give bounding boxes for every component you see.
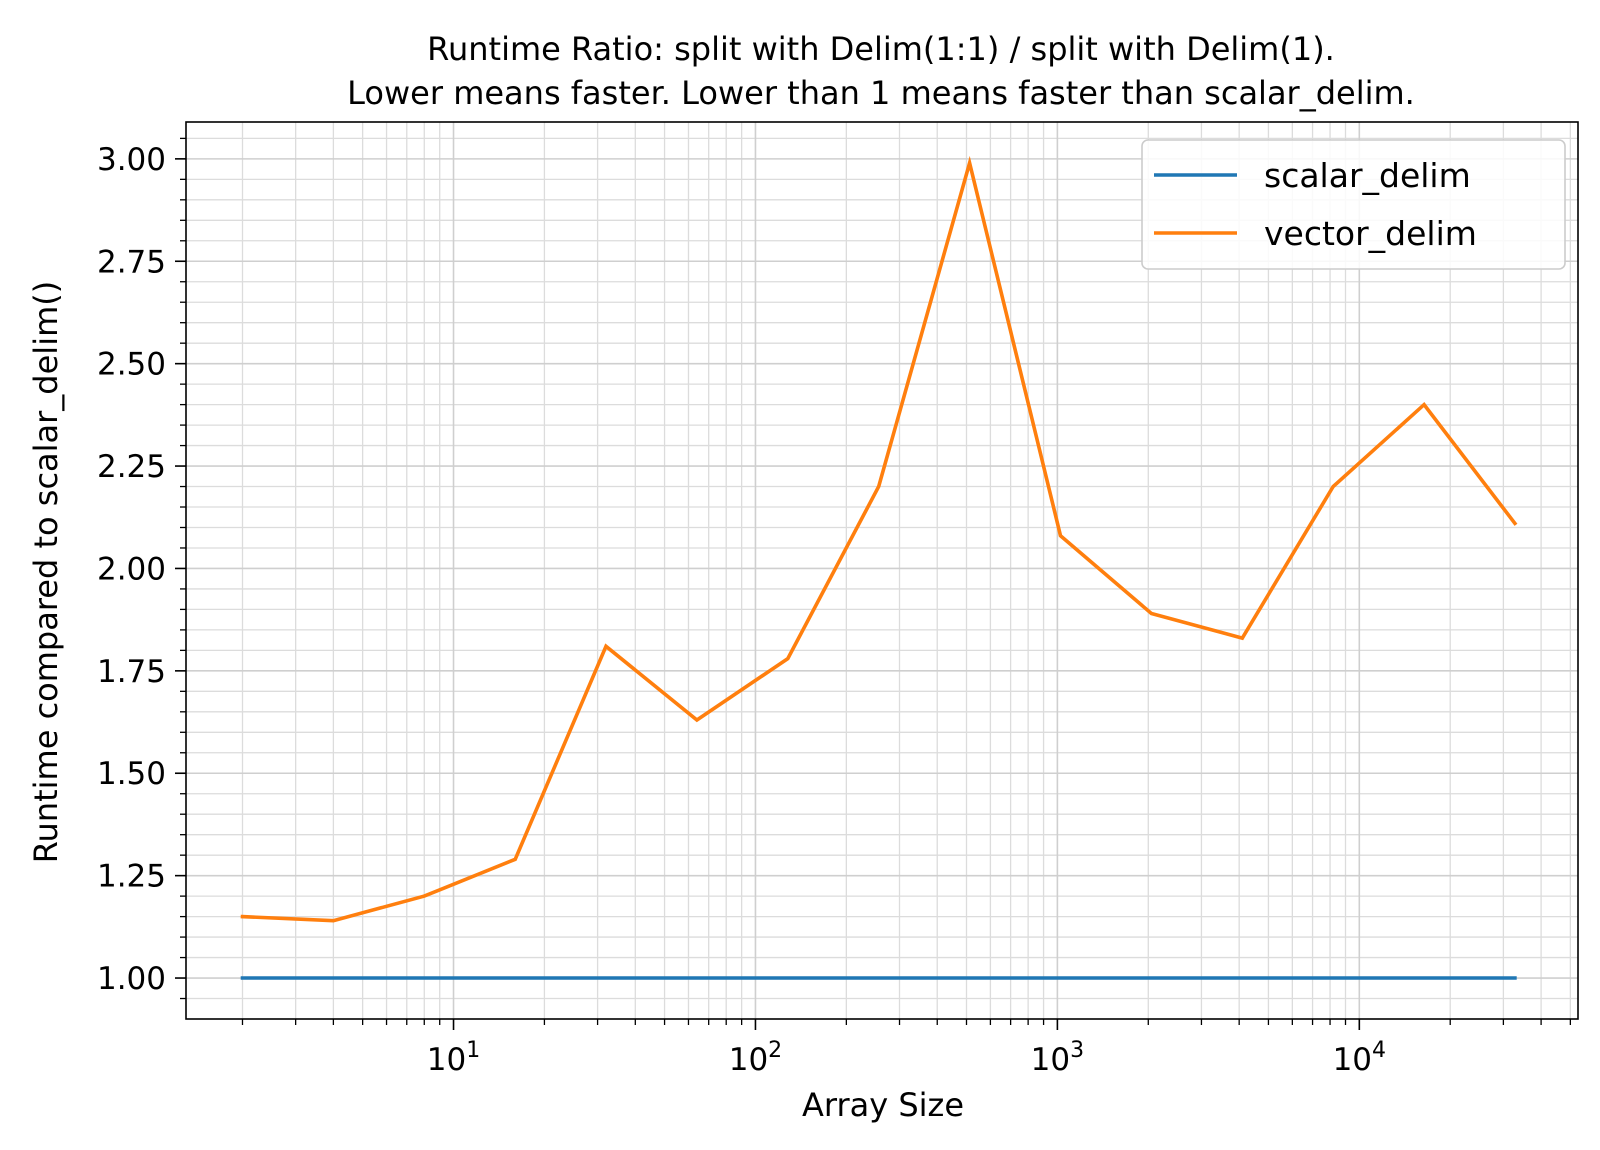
- x-tick-base: 10: [1031, 1042, 1070, 1078]
- x-tick-exponent: 3: [1070, 1038, 1084, 1063]
- x-tick-label: 104: [1333, 1038, 1386, 1078]
- x-tick-exponent: 2: [768, 1038, 782, 1063]
- y-tick-label: 3.00: [97, 142, 166, 178]
- x-tick-base: 10: [1333, 1042, 1372, 1078]
- axis-ticks: [175, 137, 1572, 1030]
- x-axis-label: Array Size: [802, 1086, 964, 1124]
- x-tick-base: 10: [427, 1042, 466, 1078]
- x-tick-label: 101: [427, 1038, 480, 1078]
- y-axis-label: Runtime compared to scalar_delim(): [27, 281, 65, 863]
- x-tick-label: 102: [729, 1038, 782, 1078]
- y-tick-label: 2.00: [97, 551, 166, 587]
- x-tick-exponent: 1: [466, 1038, 480, 1063]
- series-layer: [240, 155, 1518, 980]
- legend: scalar_delim vector_delim: [1141, 139, 1566, 270]
- tick-labels: 101 102 103 1041.001.251.501.752.002.252.50…: [97, 142, 1386, 1078]
- y-tick-label: 2.25: [97, 449, 166, 485]
- y-tick-label: 1.75: [97, 654, 166, 690]
- legend-label: scalar_delim: [1264, 156, 1471, 195]
- y-tick-label: 1.50: [97, 756, 166, 792]
- y-tick-label: 1.00: [97, 961, 166, 997]
- y-tick-label: 1.25: [97, 859, 166, 895]
- legend-box: [1141, 139, 1566, 270]
- y-tick-label: 2.75: [97, 244, 166, 280]
- x-tick-exponent: 4: [1372, 1038, 1386, 1063]
- plot-frame: [185, 121, 1579, 1020]
- legend-label: vector_delim: [1264, 214, 1477, 253]
- chart-subtitle: Lower means faster. Lower than 1 means f…: [347, 74, 1415, 112]
- x-tick-label: 103: [1031, 1038, 1084, 1078]
- minor-gridlines: [186, 122, 1578, 1019]
- series-line-vector_delim: [240, 155, 1518, 923]
- y-tick-label: 2.50: [97, 347, 166, 383]
- x-tick-base: 10: [729, 1042, 768, 1078]
- chart-title: Runtime Ratio: split with Delim(1:1) / s…: [427, 30, 1335, 68]
